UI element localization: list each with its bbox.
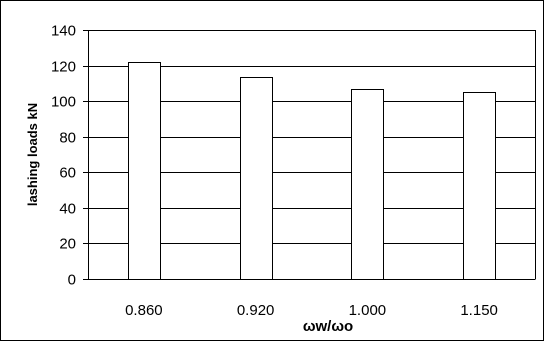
bar-1.000	[351, 89, 384, 280]
y-axis-title: lashing loads kN	[25, 103, 40, 206]
x-tick-labels: 0.860 0.920 1.000 1.150	[125, 302, 498, 319]
axes	[83, 30, 536, 280]
bars	[128, 62, 496, 280]
y-tick-label-140: 140	[51, 23, 76, 40]
x-tick-label-1.000: 1.000	[349, 302, 387, 319]
x-tick-label-1.150: 1.150	[460, 302, 498, 319]
bar-1.150	[463, 92, 496, 280]
y-tick-label-80: 80	[59, 130, 76, 147]
x-tick-label-0.920: 0.920	[237, 302, 275, 319]
bar-0.860	[128, 62, 161, 280]
y-tick-label-100: 100	[51, 94, 76, 111]
y-tick-label-20: 20	[59, 236, 76, 253]
x-tick-label-0.860: 0.860	[125, 302, 163, 319]
x-axis-title: ωw/ωo	[303, 318, 353, 335]
y-tick-label-40: 40	[59, 201, 76, 218]
y-tick-labels: 0 20 40 60 80 100 120 140	[51, 23, 76, 289]
y-tick-label-60: 60	[59, 165, 76, 182]
y-tick-label-120: 120	[51, 59, 76, 76]
bar-0.920	[240, 77, 273, 280]
y-tick-label-0: 0	[68, 272, 76, 289]
